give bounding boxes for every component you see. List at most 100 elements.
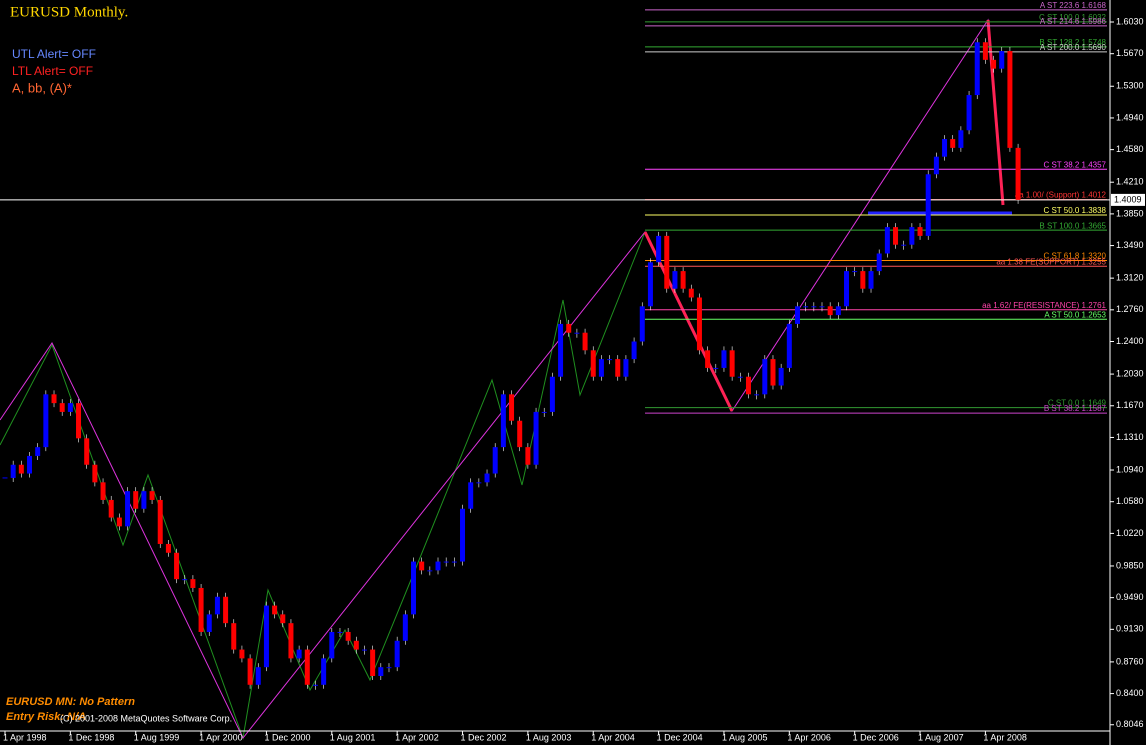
candle-body xyxy=(729,350,735,377)
candle-body xyxy=(272,605,278,615)
candle-body xyxy=(901,244,907,246)
y-tick-label: 1.3490 xyxy=(1116,240,1144,250)
candle-body xyxy=(378,667,384,676)
candle-body xyxy=(198,587,204,632)
y-tick-label: 1.0220 xyxy=(1116,528,1144,538)
candle-body xyxy=(1007,51,1013,148)
candle-body xyxy=(92,464,98,483)
y-tick-label: 0.8046 xyxy=(1116,719,1144,729)
candle-body xyxy=(468,482,474,509)
candle-body xyxy=(27,455,33,474)
level-label: A ST 223.6 1.6168 xyxy=(1040,1,1107,10)
candle-body xyxy=(76,403,82,439)
candle-body xyxy=(656,235,662,263)
candle-body xyxy=(321,658,327,685)
candle-body xyxy=(484,473,490,483)
candle-body xyxy=(688,288,694,298)
candle-body xyxy=(182,579,188,581)
candle-body xyxy=(574,332,580,334)
candle-body xyxy=(51,394,57,404)
candle-body xyxy=(427,570,433,572)
candle-body xyxy=(680,271,686,289)
candle-body xyxy=(590,350,596,377)
y-tick-label: 0.8400 xyxy=(1116,688,1144,698)
candle-body xyxy=(214,596,220,615)
level-label: B ST 128.2 1.5748 xyxy=(1039,38,1106,47)
candle-body xyxy=(647,262,653,307)
y-tick-label: 1.2760 xyxy=(1116,304,1144,314)
candle-body xyxy=(206,614,212,632)
pattern-status: EURUSD MN: No Pattern xyxy=(6,696,135,708)
candle-body xyxy=(35,447,41,456)
candle-body xyxy=(737,376,743,378)
candle-body xyxy=(672,271,678,289)
wave-label: A, bb, (A)* xyxy=(12,80,72,95)
candle-body xyxy=(974,42,980,96)
candle-body xyxy=(419,561,425,571)
level-label: C ST 38.2 1.4357 xyxy=(1043,160,1106,169)
candle-body xyxy=(231,623,237,650)
candle-body xyxy=(615,359,621,377)
candle-body xyxy=(402,614,408,641)
candle-body xyxy=(190,579,196,588)
candle-body xyxy=(157,499,163,544)
candle-body xyxy=(337,631,343,633)
candle-body xyxy=(84,438,90,465)
candle-body xyxy=(786,323,792,368)
y-tick-label: 1.1670 xyxy=(1116,400,1144,410)
candle-body xyxy=(844,271,850,307)
copyright: (C) 2001-2008 MetaQuotes Software Corp. xyxy=(60,713,232,723)
y-tick-label: 0.9850 xyxy=(1116,560,1144,570)
candle-body xyxy=(942,139,948,157)
candle-body xyxy=(778,367,784,386)
candle-body xyxy=(370,649,376,676)
chart-title: EURUSD Monthly. xyxy=(10,4,128,20)
candle-body xyxy=(835,306,841,316)
candle-body xyxy=(705,350,711,368)
candle-body xyxy=(811,306,817,308)
y-tick-label: 1.3120 xyxy=(1116,273,1144,283)
y-tick-label: 1.0940 xyxy=(1116,464,1144,474)
y-tick-label: 1.5670 xyxy=(1116,48,1144,58)
candle-body xyxy=(361,649,367,651)
zigzag-green xyxy=(0,231,646,740)
level-label: C ST 50.0 1.3838 xyxy=(1043,206,1106,215)
candle-body xyxy=(950,139,956,148)
candle-body xyxy=(558,323,564,377)
y-tick-label: 1.4210 xyxy=(1116,177,1144,187)
candle-body xyxy=(639,306,645,342)
candle-body xyxy=(794,306,800,324)
candle-body xyxy=(435,561,441,571)
x-tick-label: 1 Aug 1999 xyxy=(134,732,180,742)
candle-body xyxy=(893,227,899,245)
y-tick-label: 1.6030 xyxy=(1116,16,1144,26)
candle-body xyxy=(860,271,866,289)
level-label: aa 1.62/ FE(RESISTANCE) 1.2761 xyxy=(982,301,1106,310)
current-price-label: 1.4009 xyxy=(1114,194,1142,204)
candle-body xyxy=(982,42,988,60)
x-tick-label: 1 Aug 2001 xyxy=(330,732,376,742)
candle-body xyxy=(803,306,809,308)
candle-body xyxy=(566,323,572,333)
level-label: aa 1.00/ (Support) 1.4012 xyxy=(1015,191,1107,200)
candle-body xyxy=(509,394,515,421)
candle-body xyxy=(100,482,106,500)
candle-body xyxy=(411,561,416,615)
candle-body xyxy=(174,552,180,580)
x-tick-label: 1 Apr 2002 xyxy=(395,732,439,742)
utl-alert: UTL Alert= OFF xyxy=(12,47,96,61)
y-tick-label: 1.2030 xyxy=(1116,368,1144,378)
candle-body xyxy=(582,332,588,351)
x-tick-label: 1 Aug 2007 xyxy=(918,732,964,742)
candle-body xyxy=(223,596,229,624)
candle-body xyxy=(255,667,261,685)
candle-body xyxy=(10,464,16,478)
candle-body xyxy=(827,306,833,316)
candle-body xyxy=(607,359,613,361)
candle-body xyxy=(525,447,531,465)
zigzag-magenta xyxy=(0,18,1004,739)
y-tick-label: 1.3850 xyxy=(1116,208,1144,218)
candle-body xyxy=(958,130,964,148)
